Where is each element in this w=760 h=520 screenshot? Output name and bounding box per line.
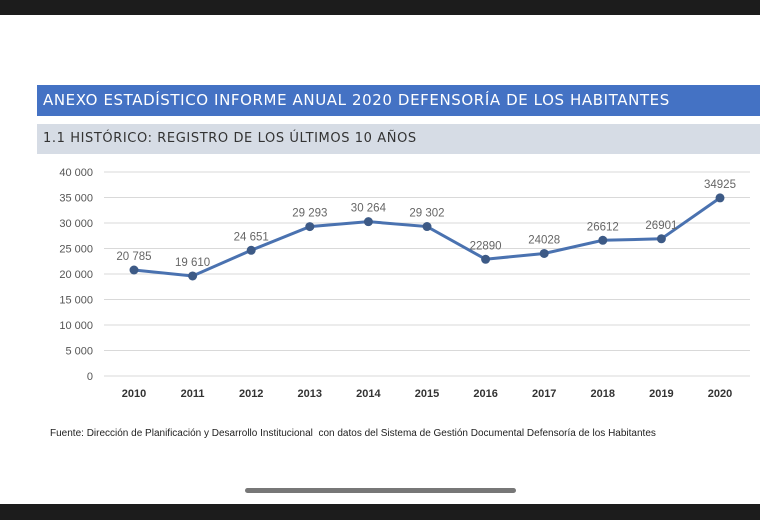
data-point xyxy=(188,271,198,281)
x-tick-label: 2015 xyxy=(415,388,439,400)
data-label: 19 610 xyxy=(175,257,210,269)
data-point xyxy=(481,254,491,264)
x-tick-label: 2016 xyxy=(473,388,497,400)
data-label: 24028 xyxy=(528,234,560,246)
x-tick-label: 2019 xyxy=(649,388,673,400)
y-tick-label: 0 xyxy=(87,371,93,383)
x-tick-label: 2014 xyxy=(356,388,381,400)
data-point xyxy=(363,217,373,227)
data-point xyxy=(422,222,432,232)
x-tick-label: 2017 xyxy=(532,388,556,400)
data-label: 22890 xyxy=(470,240,502,252)
data-label: 29 302 xyxy=(409,208,444,220)
data-point xyxy=(129,265,139,275)
data-label: 20 785 xyxy=(116,251,151,263)
data-label: 34925 xyxy=(704,179,736,191)
report-title: ANEXO ESTADÍSTICO INFORME ANUAL 2020 DEF… xyxy=(37,85,760,116)
y-tick-label: 10 000 xyxy=(59,320,93,332)
y-tick-label: 15 000 xyxy=(59,295,93,307)
data-label: 26612 xyxy=(587,221,619,233)
source-note: Fuente: Dirección de Planificación y Des… xyxy=(50,428,656,439)
data-point xyxy=(305,222,315,232)
data-point xyxy=(715,193,725,203)
y-tick-label: 5 000 xyxy=(65,346,93,358)
data-point xyxy=(598,235,608,245)
x-tick-label: 2018 xyxy=(591,388,615,400)
data-label: 29 293 xyxy=(292,208,327,220)
data-point xyxy=(656,234,666,244)
x-tick-label: 2010 xyxy=(122,388,146,400)
y-tick-label: 40 000 xyxy=(59,167,93,179)
data-point xyxy=(539,248,549,258)
y-tick-label: 30 000 xyxy=(59,218,93,230)
y-tick-label: 35 000 xyxy=(59,193,93,205)
section-title: 1.1 HISTÓRICO: REGISTRO DE LOS ÚLTIMOS 1… xyxy=(37,124,760,154)
top-bezel xyxy=(0,0,760,15)
y-tick-label: 20 000 xyxy=(59,269,93,281)
data-label: 24 651 xyxy=(234,231,269,243)
home-indicator[interactable] xyxy=(245,488,516,493)
x-tick-label: 2013 xyxy=(298,388,322,400)
data-label: 30 264 xyxy=(351,203,387,215)
y-tick-label: 25 000 xyxy=(59,244,93,256)
data-label: 26901 xyxy=(645,220,677,232)
bottom-bezel xyxy=(0,504,760,520)
x-tick-label: 2020 xyxy=(708,388,732,400)
x-tick-label: 2011 xyxy=(181,388,205,400)
x-tick-label: 2012 xyxy=(239,388,263,400)
data-point xyxy=(246,245,256,255)
